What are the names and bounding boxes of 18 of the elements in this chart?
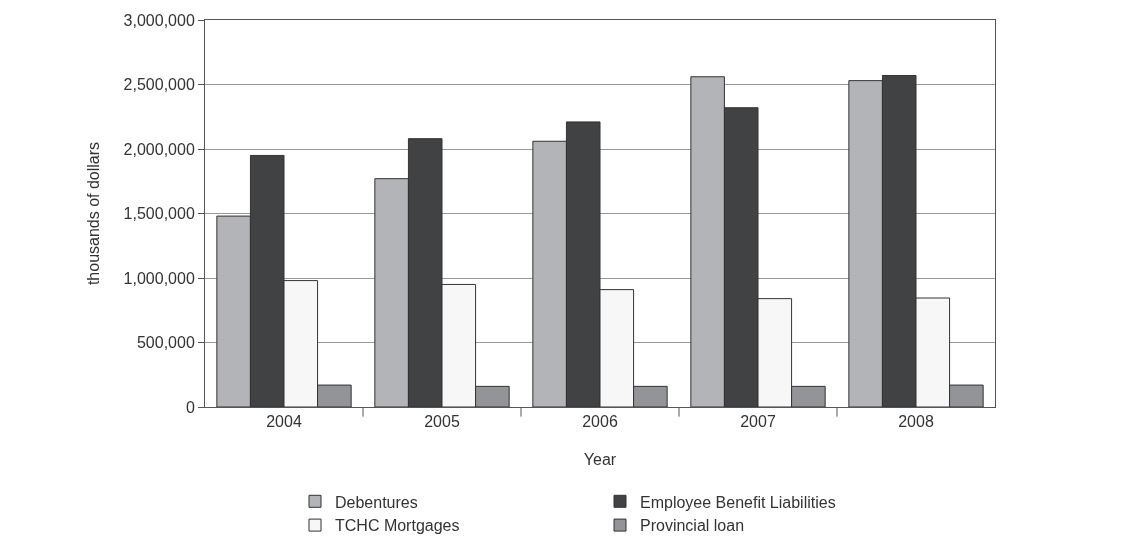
legend-label: Employee Benefit Liabilities: [640, 493, 836, 511]
legend-label: Debentures: [335, 493, 418, 511]
y-tick-label: 3,000,000: [123, 11, 195, 29]
y-tick-label: 500,000: [136, 334, 195, 352]
y-tick-label: 0: [185, 398, 195, 416]
y-tick-label: 1,500,000: [123, 205, 195, 223]
x-tick-label: 2007: [740, 413, 776, 431]
y-tick-label: 1,000,000: [123, 269, 195, 287]
y-axis-title: thousands of dollars: [84, 141, 102, 286]
y-tick-label: 2,500,000: [123, 76, 195, 94]
x-tick-label: 2008: [898, 413, 934, 431]
x-axis-title: Year: [583, 451, 617, 468]
legend-label: Provincial loan: [640, 517, 745, 535]
y-tick-label: 2,000,000: [123, 140, 195, 158]
x-tick-label: 2006: [582, 413, 618, 431]
x-tick-label: 2005: [424, 413, 460, 431]
x-tick-label: 2004: [266, 413, 302, 431]
legend-label: TCHC Mortgages: [335, 517, 460, 535]
